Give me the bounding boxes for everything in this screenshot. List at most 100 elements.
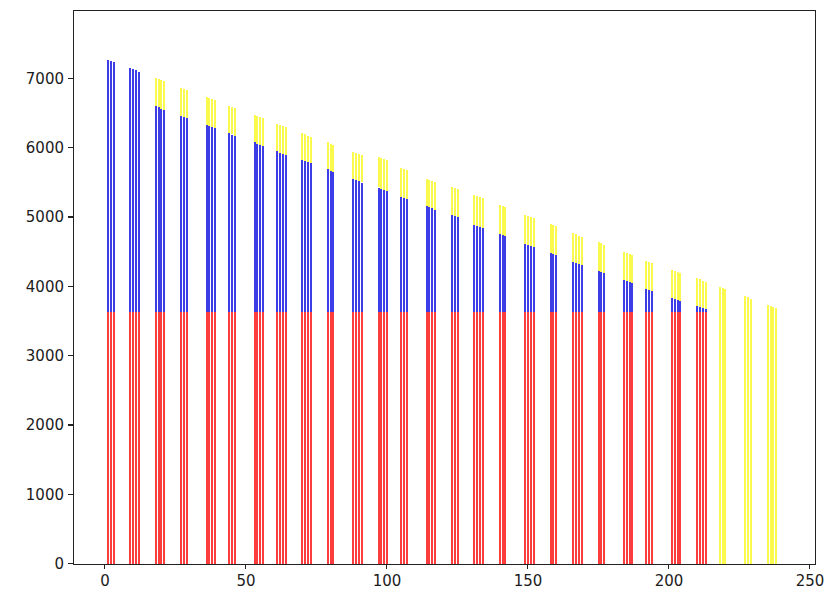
bar-segment-blue [279,153,281,312]
bar-segment-blue [135,70,137,311]
bar-segment-blue [476,226,478,312]
bar-segment-yellow [304,134,306,160]
bar-segment-yellow [533,218,535,247]
bar-segment-blue [674,299,676,312]
bar-segment-yellow [598,242,600,270]
bar-segment-yellow [671,270,673,298]
bar-segment-yellow [355,153,357,180]
bar-segment-blue [155,106,157,311]
bar-segment-blue [208,126,210,311]
bar-segment-red [383,312,385,564]
bar-segment-blue [645,289,647,312]
bar-segment-blue [160,109,162,312]
bar-segment-red [431,312,433,564]
bar-segment-yellow [352,152,354,179]
bar-segment-yellow [214,100,216,128]
bar-segment-yellow [231,107,233,135]
bar-segment-red [378,312,380,564]
bar-segment-blue [383,190,385,312]
bar-segment-red [406,312,408,564]
bar-segment-yellow [482,198,484,228]
x-tick-mark [386,564,387,569]
bar-segment-blue [301,160,303,312]
bar-segment-yellow [158,79,160,107]
bar-segment-red [304,312,306,564]
bar-segment-blue [186,118,188,311]
bar-segment-blue [527,245,529,312]
bar-segment-yellow [702,281,704,309]
bar-segment-red [499,312,501,564]
bar-segment-yellow [476,196,478,226]
bar-segment-yellow [301,133,303,159]
bar-segment-yellow [775,308,777,564]
bar-segment-yellow [228,106,230,134]
bar-segment-yellow [527,216,529,245]
bar-segment-yellow [473,195,475,225]
bar-segment-blue [355,180,357,311]
bar-segment-yellow [428,180,430,208]
bar-segment-yellow [256,116,258,144]
bar-segment-blue [482,228,484,311]
bar-segment-blue [361,183,363,312]
bar-segment-blue [262,146,264,312]
y-tick-mark [68,78,73,79]
y-tick-label: 3000 [12,347,64,365]
bar-segment-red [479,312,481,564]
bar-segment-blue [530,246,532,312]
y-tick-label: 4000 [12,278,64,296]
bar-segment-yellow [285,127,287,155]
bar-segment-red [502,312,504,564]
bar-segment-yellow [186,90,188,118]
x-tick-mark [104,564,105,569]
bar-segment-blue [254,142,256,311]
bar-segment-red [623,312,625,564]
bar-segment-red [256,312,258,564]
bar-segment-red [158,312,160,564]
bar-segment-blue [380,189,382,312]
bar-segment-blue [524,244,526,312]
bar-segment-yellow [155,78,157,106]
bar-segment-blue [352,179,354,312]
bar-segment-red [533,312,535,564]
bar-segment-blue [285,155,287,312]
bar-segment-red [361,312,363,564]
bar-segment-yellow [380,158,382,189]
bar-segment-red [231,312,233,564]
bar-segment-yellow [679,273,681,301]
x-tick-mark [527,564,528,569]
bar-segment-red [352,312,354,564]
y-tick-label: 0 [12,555,64,573]
bar-segment-red [527,312,529,564]
bar-segment-blue [600,272,602,312]
bar-segment-red [211,312,213,564]
bar-segment-red [330,312,332,564]
bar-segment-red [578,312,580,564]
bar-segment-red [476,312,478,564]
bar-segment-red [380,312,382,564]
bar-segment-blue [132,69,134,311]
y-tick-mark [68,494,73,495]
bar-segment-blue [406,199,408,311]
y-tick-label: 2000 [12,416,64,434]
x-tick-label: 150 [514,572,543,590]
bar-segment-red [648,312,650,564]
bar-segment-yellow [504,207,506,236]
y-tick-label: 6000 [12,139,64,157]
bar-segment-yellow [530,217,532,246]
bar-segment-red [186,312,188,564]
bar-segment-red [702,312,704,564]
bar-segment-blue [276,151,278,311]
bar-segment-red [358,312,360,564]
bar-segment-blue [575,263,577,312]
bar-segment-blue [307,162,309,312]
bar-segment-yellow [552,225,554,254]
bar-segment-yellow [211,99,213,127]
bar-segment-blue [332,172,334,312]
bar-segment-red [107,312,109,564]
bar-segment-yellow [307,136,309,162]
bar-segment-red [113,312,115,564]
bar-segment-blue [304,161,306,312]
bar-segment-red [214,312,216,564]
bar-segment-red [307,312,309,564]
bar-segment-yellow [426,179,428,207]
